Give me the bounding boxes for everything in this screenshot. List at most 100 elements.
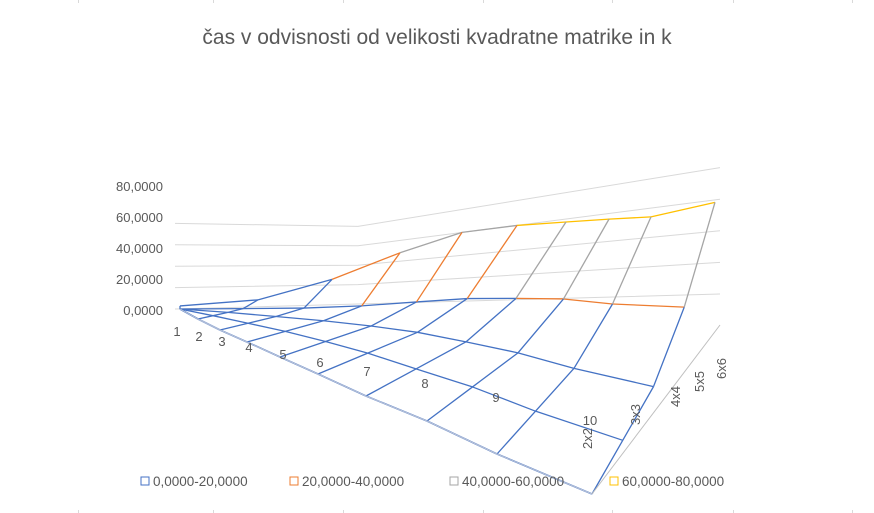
surface-mesh-segment bbox=[565, 218, 610, 223]
surface-mesh-segment bbox=[246, 330, 286, 343]
surface-mesh-segment bbox=[465, 297, 517, 343]
surface-mesh-segment bbox=[257, 278, 333, 301]
surface-mesh-segment bbox=[517, 352, 575, 369]
surface-mesh-segment bbox=[611, 216, 652, 305]
x-tick-label: 1 bbox=[173, 324, 180, 339]
surface-mesh-segment bbox=[535, 367, 575, 412]
legend-entry: 20,0000-40,0000 bbox=[302, 474, 404, 489]
surface-mesh-segment bbox=[247, 322, 286, 333]
surface-mesh-segment bbox=[367, 331, 418, 354]
depth-tick-label: 3x3 bbox=[628, 404, 643, 425]
surface-mesh-segment bbox=[612, 303, 685, 308]
depth-tick-label: 2x2 bbox=[580, 428, 595, 449]
surface-mesh-segment bbox=[325, 325, 372, 343]
floor-front-edge bbox=[179, 308, 593, 495]
surface-mesh-segment bbox=[466, 225, 518, 299]
surface-mesh-segment bbox=[591, 439, 624, 495]
surface-mesh-segment bbox=[415, 368, 473, 388]
back-gridline bbox=[174, 261, 721, 289]
surface-mesh-segment bbox=[562, 218, 610, 300]
surface-mesh-segment bbox=[461, 224, 518, 233]
surface-mesh-segment bbox=[323, 305, 362, 322]
z-tick-label: 60,0000 bbox=[116, 210, 163, 225]
surface-mesh-segment bbox=[516, 221, 567, 227]
surface-mesh-segment bbox=[303, 278, 333, 309]
z-tick-label: 0,0000 bbox=[123, 303, 163, 318]
surface-mesh-segment bbox=[515, 297, 564, 300]
z-tick-label: 40,0000 bbox=[116, 241, 163, 256]
surface-mesh-segment bbox=[179, 308, 214, 317]
surface-mesh-segment bbox=[472, 352, 519, 388]
surface-mesh-segment bbox=[683, 202, 716, 308]
surface-mesh-segment bbox=[515, 221, 567, 299]
depth-tick-label: 6x6 bbox=[714, 358, 729, 379]
depth-tick-label: 4x4 bbox=[668, 386, 683, 407]
surface-mesh-segment bbox=[417, 298, 468, 333]
surface-mesh-segment bbox=[465, 341, 519, 354]
chart-title: čas v odvisnosti od velikosti kvadratne … bbox=[202, 26, 672, 49]
x-tick-label: 2 bbox=[195, 329, 202, 344]
surface-mesh-segment bbox=[573, 367, 654, 388]
surface-mesh-segment bbox=[563, 298, 613, 305]
surface-mesh-segment bbox=[608, 216, 652, 220]
surface-mesh-segment bbox=[303, 305, 362, 309]
legend-swatch bbox=[140, 476, 150, 486]
surface-mesh-segment bbox=[317, 352, 369, 375]
surface-mesh-segment bbox=[275, 307, 305, 318]
surface-mesh-segment bbox=[365, 368, 417, 397]
x-tick-label: 4 bbox=[245, 340, 252, 355]
surface-mesh-segment bbox=[367, 352, 417, 370]
surface-mesh-segment bbox=[417, 331, 467, 343]
surface-mesh-segment bbox=[622, 386, 655, 441]
surface-mesh-segment bbox=[426, 386, 473, 422]
floor-side-edge bbox=[591, 324, 721, 495]
surface-mesh-segment bbox=[370, 301, 417, 327]
z-tick-label: 80,0000 bbox=[116, 179, 163, 194]
x-tick-label: 3 bbox=[218, 334, 225, 349]
legend-entry: 40,0000-60,0000 bbox=[462, 474, 564, 489]
legend-swatch bbox=[289, 476, 299, 486]
x-tick-label: 7 bbox=[363, 364, 370, 379]
legend-entry: 60,0000-80,0000 bbox=[622, 474, 724, 489]
surface-mesh-segment bbox=[325, 340, 368, 354]
surface-mesh-segment bbox=[415, 341, 467, 370]
top-edge-ticks bbox=[0, 0, 874, 3]
surface-mesh-segment bbox=[472, 386, 536, 412]
surface-mesh-segment bbox=[279, 340, 326, 358]
back-gridline bbox=[174, 293, 721, 310]
surface-mesh-segment bbox=[399, 231, 463, 254]
surface-mesh-segment bbox=[323, 320, 372, 327]
x-tick-label: 9 bbox=[492, 390, 499, 405]
surface-mesh-segment bbox=[361, 252, 401, 307]
surface-mesh-segment bbox=[212, 311, 229, 317]
z-tick-label: 20,0000 bbox=[116, 272, 163, 287]
x-tick-label: 6 bbox=[316, 355, 323, 370]
legend-entry: 0,0000-20,0000 bbox=[153, 474, 248, 489]
surface-mesh-segment bbox=[242, 307, 305, 310]
surface-mesh-segment bbox=[535, 410, 623, 441]
surface-mesh-segment bbox=[331, 252, 401, 281]
back-gridline bbox=[174, 198, 721, 247]
surface-mesh-segment bbox=[212, 315, 249, 324]
surface-mesh-segment bbox=[416, 297, 468, 303]
surface-mesh-segment bbox=[285, 320, 324, 333]
legend-swatch bbox=[609, 476, 619, 486]
surface-mesh-segment bbox=[361, 301, 417, 307]
x-tick-label: 10 bbox=[583, 413, 597, 428]
depth-tick-label: 5x5 bbox=[692, 371, 707, 392]
legend-swatch bbox=[449, 476, 459, 486]
surface-mesh-segment bbox=[285, 330, 326, 343]
surface-mesh-segment bbox=[415, 231, 463, 303]
surface-mesh-segment bbox=[242, 299, 259, 310]
surface-mesh-segment bbox=[573, 303, 614, 369]
surface-mesh-segment bbox=[496, 410, 536, 455]
surface-mesh-segment bbox=[219, 322, 249, 331]
surface-mesh-segment bbox=[650, 201, 716, 218]
surface-mesh-segment bbox=[247, 315, 277, 324]
x-tick-label: 8 bbox=[421, 376, 428, 391]
x-tick-label: 5 bbox=[279, 347, 286, 362]
surface-mesh-segment bbox=[275, 315, 324, 322]
surface-mesh-segment bbox=[370, 325, 418, 333]
back-gridline bbox=[174, 230, 721, 267]
